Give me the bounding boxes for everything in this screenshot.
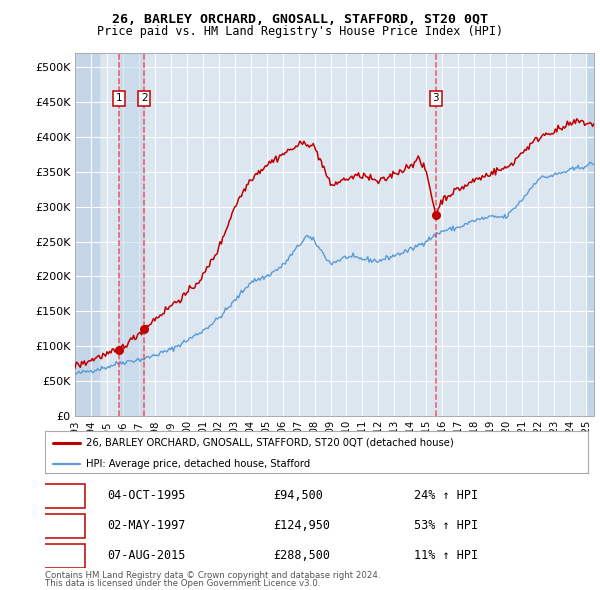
Text: 2: 2	[61, 519, 68, 532]
Text: 1: 1	[116, 93, 122, 103]
Bar	[75, 53, 99, 416]
Text: 07-AUG-2015: 07-AUG-2015	[107, 549, 186, 562]
Text: 3: 3	[61, 549, 68, 562]
Text: 3: 3	[433, 93, 439, 103]
Text: 53% ↑ HPI: 53% ↑ HPI	[414, 519, 478, 532]
Bar	[75, 53, 99, 416]
Text: Price paid vs. HM Land Registry's House Price Index (HPI): Price paid vs. HM Land Registry's House …	[97, 25, 503, 38]
Text: 2: 2	[141, 93, 148, 103]
Text: £288,500: £288,500	[273, 549, 330, 562]
Text: £94,500: £94,500	[273, 489, 323, 502]
Text: This data is licensed under the Open Government Licence v3.0.: This data is licensed under the Open Gov…	[45, 579, 320, 588]
Text: 24% ↑ HPI: 24% ↑ HPI	[414, 489, 478, 502]
Text: 11% ↑ HPI: 11% ↑ HPI	[414, 549, 478, 562]
Text: 04-OCT-1995: 04-OCT-1995	[107, 489, 186, 502]
Bar	[586, 53, 594, 416]
Text: £124,950: £124,950	[273, 519, 330, 532]
Text: 26, BARLEY ORCHARD, GNOSALL, STAFFORD, ST20 0QT (detached house): 26, BARLEY ORCHARD, GNOSALL, STAFFORD, S…	[86, 438, 454, 448]
Text: 02-MAY-1997: 02-MAY-1997	[107, 519, 186, 532]
FancyBboxPatch shape	[44, 544, 85, 568]
Text: Contains HM Land Registry data © Crown copyright and database right 2024.: Contains HM Land Registry data © Crown c…	[45, 571, 380, 580]
Bar	[119, 53, 144, 416]
Text: 26, BARLEY ORCHARD, GNOSALL, STAFFORD, ST20 0QT: 26, BARLEY ORCHARD, GNOSALL, STAFFORD, S…	[112, 13, 488, 26]
FancyBboxPatch shape	[44, 514, 85, 537]
Text: 1: 1	[61, 489, 68, 502]
Text: HPI: Average price, detached house, Stafford: HPI: Average price, detached house, Staf…	[86, 459, 310, 469]
Bar	[586, 53, 594, 416]
FancyBboxPatch shape	[44, 484, 85, 508]
